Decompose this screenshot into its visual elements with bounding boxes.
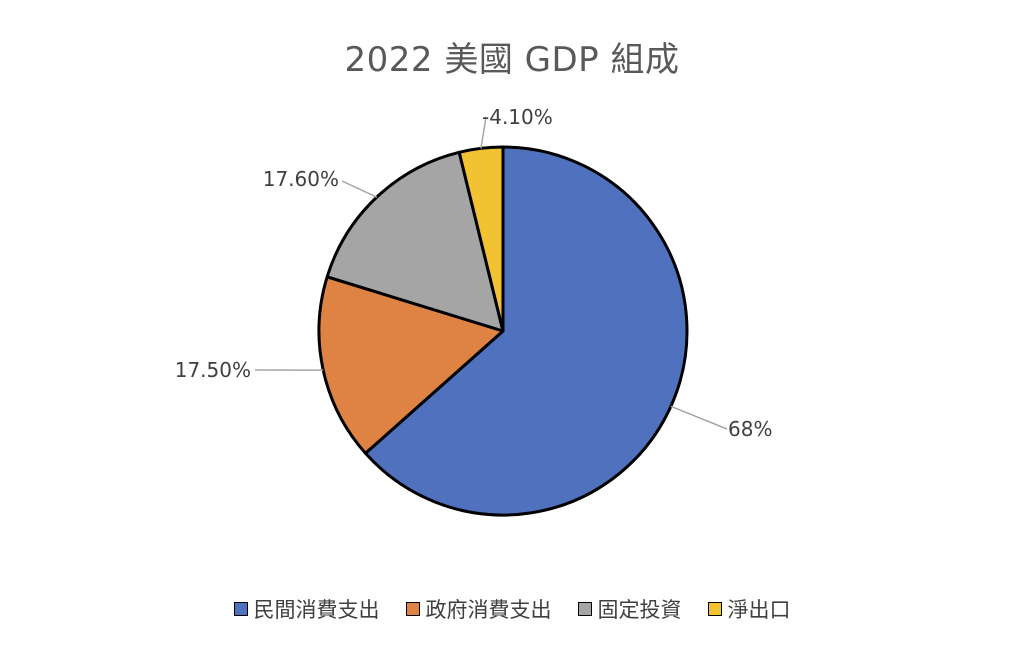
slice-private-consumption [363,145,689,517]
leader-line [341,180,378,198]
legend-item: 政府消費支出 [405,594,552,624]
leader-line [670,405,728,430]
legend-label: 固定投資 [597,598,682,622]
data-label: -4.10% [482,105,553,129]
legend-label: 政府消費支出 [425,598,552,622]
leader-line [480,116,487,149]
legend-label: 淨出口 [727,598,791,622]
slice-fixed-investment [325,150,505,333]
slice-government-consumption [317,275,505,455]
data-label: 17.60% [263,167,339,191]
data-label: 17.50% [175,358,251,382]
legend-swatch [707,602,722,616]
chart-area: 2022 美國 GDP 組成 68% 17.50% 17.60% -4.10% 民間消… [6,6,1018,639]
legend-item: 民間消費支出 [233,594,380,624]
legend-item: 固定投資 [577,594,682,624]
data-label: 68% [728,417,772,441]
pie-chart: 68% 17.50% 17.60% -4.10% [175,105,772,517]
legend-label: 民間消費支出 [253,598,380,622]
legend-swatch [405,602,420,616]
legend-swatch [233,602,248,616]
chart-legend: 民間消費支出 政府消費支出 固定投資 淨出口 [6,594,1018,624]
chart-title: 2022 美國 GDP 組成 [344,40,680,80]
legend-item: 淨出口 [707,594,791,624]
legend-swatch [577,602,592,616]
